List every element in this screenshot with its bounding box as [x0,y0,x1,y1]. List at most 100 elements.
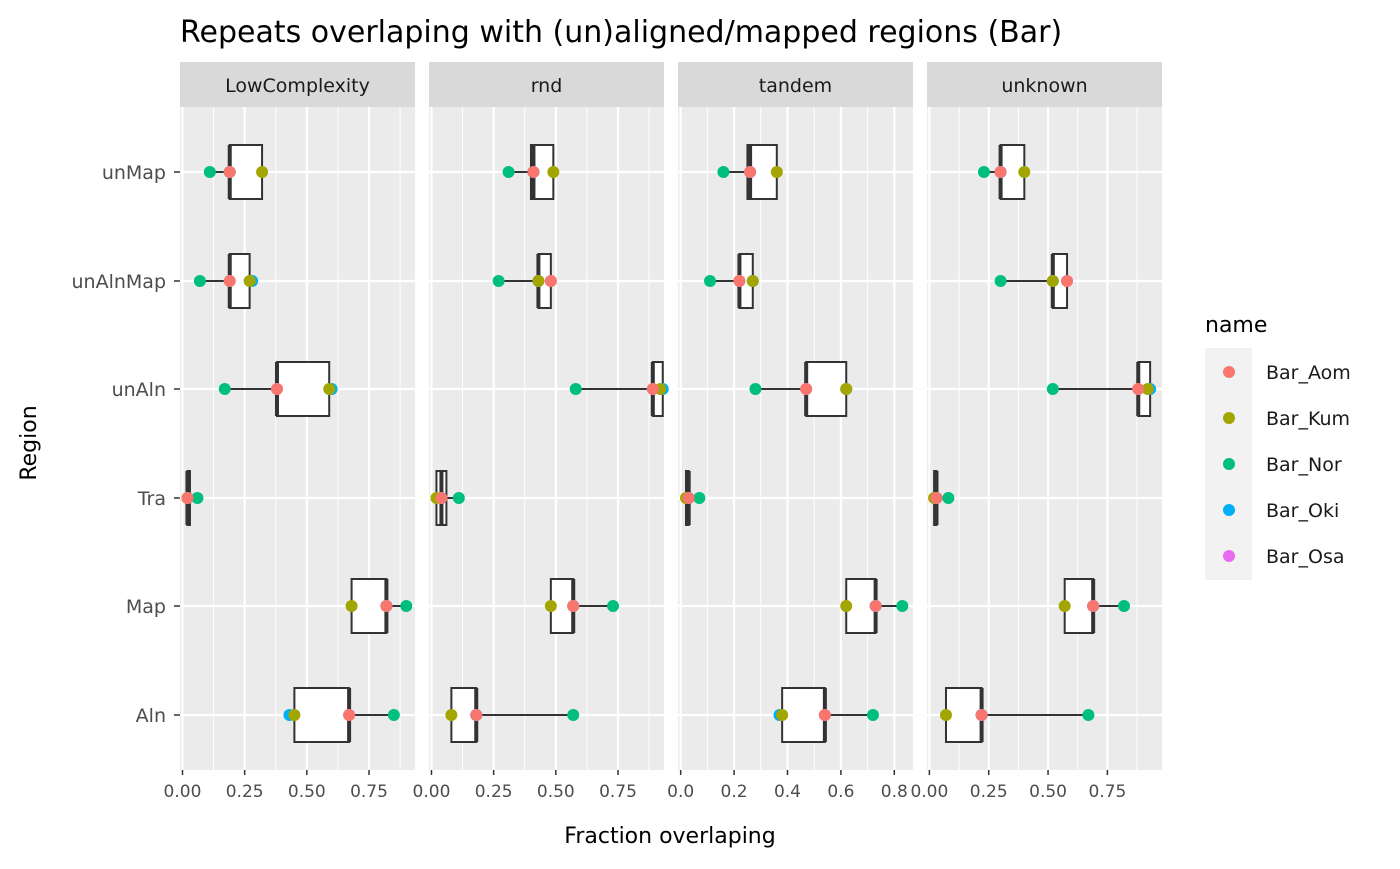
panel-background [429,107,664,770]
point-Bar_Nor [452,492,465,504]
legend-label: Bar_Nor [1266,454,1342,476]
point-Bar_Nor [717,166,730,178]
point-Bar_Kum [256,166,269,178]
point-Bar_Kum [1018,166,1031,178]
point-Bar_Kum [1046,275,1059,287]
chart-title: Repeats overlaping with (un)aligned/mapp… [180,15,1062,50]
point-Bar_Aom [818,709,831,721]
facet-strip [429,62,664,107]
point-Bar_Kum [323,383,336,395]
legend: name Bar_Aom Bar_Kum Bar_Nor Bar_Oki Bar_Osa [1205,313,1351,580]
x-tick-label: 0.00 [910,782,948,802]
point-Bar_Nor [1118,600,1131,612]
facet-strip [180,62,415,107]
legend-key-Bar_Osa [1223,550,1235,562]
y-tick-label: Aln [136,705,166,727]
panel-unknown: unknown 0.00 0.25 0.50 0.75 [910,62,1162,802]
point-Bar_Kum [770,166,783,178]
point-Bar_Kum [243,275,256,287]
point-Bar_Nor [1082,709,1095,721]
point-Bar_Aom [544,275,557,287]
y-tick-label: Tra [137,488,166,510]
x-tick-label: 0.75 [350,782,388,802]
point-Bar_Aom [975,709,988,721]
x-tick-label: 0.2 [721,782,748,802]
point-Bar_Kum [544,600,557,612]
point-Bar_Nor [866,709,879,721]
point-Bar_Nor [387,709,400,721]
point-Bar_Aom [646,383,659,395]
point-Bar_Kum [840,383,853,395]
facet-strip [927,62,1162,107]
legend-key-Bar_Nor [1223,458,1235,470]
point-Bar_Aom [223,166,236,178]
x-axis-title: Fraction overlaping [564,824,775,849]
point-Bar_Kum [445,709,458,721]
point-Bar_Nor [942,492,955,504]
point-Bar_Kum [746,275,759,287]
point-Bar_Nor [896,600,909,612]
point-Bar_Aom [869,600,882,612]
legend-label: Bar_Osa [1266,546,1345,568]
facet-strip [678,62,913,107]
point-Bar_Nor [704,275,717,287]
x-tick-label: 0.4 [774,782,801,802]
point-Bar_Aom [1132,383,1145,395]
x-tick-label: 0.25 [970,782,1008,802]
y-tick-label: unAln [112,379,166,401]
point-Bar_Aom [435,492,448,504]
point-Bar_Aom [1061,275,1074,287]
y-tick-label: unMap [102,162,166,184]
panel-background [678,107,913,770]
box-Aln [293,687,351,743]
point-Bar_Aom [1087,600,1100,612]
point-Bar_Aom [527,166,540,178]
point-Bar_Nor [502,166,515,178]
x-tick-label: 0.00 [413,782,451,802]
box-unAln [275,361,331,417]
panel-background [180,107,415,770]
point-Bar_Nor [693,492,706,504]
legend-key-Bar_Aom [1223,366,1235,378]
x-tick-label: 0.50 [1029,782,1067,802]
point-Bar_Aom [800,383,813,395]
legend-key-Bar_Oki [1223,504,1235,516]
point-Bar_Aom [744,166,757,178]
point-Bar_Aom [930,492,943,504]
point-Bar_Kum [939,709,952,721]
point-Bar_Nor [567,709,580,721]
point-Bar_Aom [181,492,194,504]
panel-rnd: rnd 0.00 0.25 0.50 0.75 [413,62,669,802]
panel-tandem: tandem 0.0 0.2 0.4 0.6 0.8 [667,62,913,802]
point-Bar_Kum [776,709,789,721]
y-tick-label: Map [126,596,166,618]
y-tick-label: unAlnMap [72,271,167,293]
point-Bar_Aom [682,492,695,504]
x-tick-label: 0.75 [1088,782,1126,802]
point-Bar_Kum [1058,600,1071,612]
legend-label: Bar_Aom [1266,362,1351,384]
point-Bar_Nor [749,383,762,395]
point-Bar_Kum [547,166,560,178]
point-Bar_Nor [492,275,505,287]
point-Bar_Aom [380,600,393,612]
point-Bar_Nor [569,383,582,395]
point-Bar_Nor [1046,383,1059,395]
point-Bar_Kum [840,600,853,612]
point-Bar_Nor [193,275,206,287]
facet-strip-label: rnd [531,75,563,97]
point-Bar_Aom [994,166,1007,178]
x-tick-label: 0.25 [475,782,513,802]
x-tick-label: 0.8 [881,782,908,802]
point-Bar_Aom [343,709,356,721]
x-tick-label: 0.50 [288,782,326,802]
point-Bar_Aom [223,275,236,287]
x-tick-label: 0.6 [827,782,854,802]
point-Bar_Nor [218,383,231,395]
legend-title: name [1205,313,1267,338]
x-tick-label: 0.0 [667,782,694,802]
x-tick-label: 0.75 [599,782,637,802]
panel-LowComplexity: LowComplexity 0.00 0.25 0.50 0.75 [164,62,415,802]
x-tick-label: 0.25 [226,782,264,802]
